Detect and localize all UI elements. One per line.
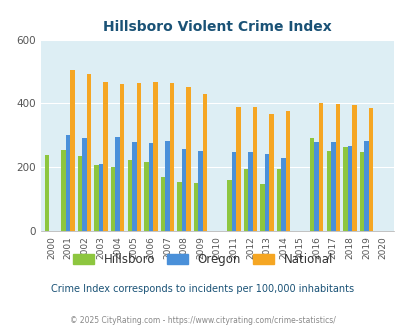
Bar <box>82 139 87 231</box>
Bar <box>160 177 165 231</box>
Bar <box>87 74 91 231</box>
Bar <box>368 108 372 231</box>
Bar <box>347 146 351 231</box>
Bar <box>318 103 323 231</box>
Bar <box>342 147 347 231</box>
Bar <box>94 165 99 231</box>
Bar <box>269 114 273 231</box>
Bar <box>177 182 181 231</box>
Bar <box>148 143 153 231</box>
Bar <box>247 152 252 231</box>
Bar <box>281 158 285 231</box>
Bar <box>276 169 281 231</box>
Title: Hillsboro Violent Crime Index: Hillsboro Violent Crime Index <box>102 20 331 34</box>
Bar <box>61 150 66 231</box>
Bar <box>198 150 202 231</box>
Bar <box>235 107 240 231</box>
Bar <box>181 149 186 231</box>
Bar <box>119 84 124 231</box>
Text: Crime Index corresponds to incidents per 100,000 inhabitants: Crime Index corresponds to incidents per… <box>51 284 354 294</box>
Bar <box>103 82 108 231</box>
Bar <box>186 87 190 231</box>
Bar <box>252 107 256 231</box>
Bar <box>136 82 141 231</box>
Bar <box>231 152 235 231</box>
Bar <box>78 156 82 231</box>
Bar <box>359 152 363 231</box>
Bar <box>99 164 103 231</box>
Bar <box>243 169 247 231</box>
Bar <box>226 180 231 231</box>
Bar <box>45 155 49 231</box>
Bar <box>351 105 356 231</box>
Bar <box>115 137 119 231</box>
Bar <box>111 167 115 231</box>
Bar <box>169 83 174 231</box>
Bar <box>330 142 335 231</box>
Bar <box>70 70 75 231</box>
Bar <box>153 82 157 231</box>
Bar <box>260 184 264 231</box>
Bar <box>309 139 314 231</box>
Bar <box>165 141 169 231</box>
Bar <box>144 162 148 231</box>
Bar <box>202 94 207 231</box>
Bar <box>363 141 368 231</box>
Bar <box>66 135 70 231</box>
Text: © 2025 CityRating.com - https://www.cityrating.com/crime-statistics/: © 2025 CityRating.com - https://www.city… <box>70 316 335 325</box>
Bar <box>335 104 339 231</box>
Bar <box>127 160 132 231</box>
Bar <box>285 111 290 231</box>
Bar <box>264 154 269 231</box>
Bar <box>326 151 330 231</box>
Bar <box>314 142 318 231</box>
Legend: Hillsboro, Oregon, National: Hillsboro, Oregon, National <box>68 248 337 271</box>
Bar <box>132 142 136 231</box>
Bar <box>194 183 198 231</box>
